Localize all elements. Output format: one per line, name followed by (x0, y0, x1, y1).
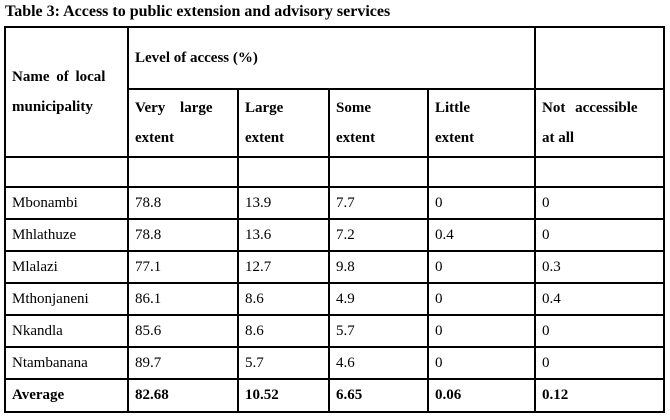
value-cell: 0 (534, 218, 665, 252)
header-line: extent (245, 130, 285, 146)
municipality-name-cell: Nkandla (4, 314, 129, 348)
value-cell: 7.7 (328, 186, 429, 220)
header-line: municipality (12, 99, 93, 115)
empty-cell (237, 156, 330, 188)
municipality-name-cell: Average (4, 378, 129, 413)
table-row-mhlathuze: Mhlathuze 78.8 13.6 7.2 0.4 0 (4, 218, 665, 252)
value-cell: 78.8 (127, 218, 239, 252)
value-cell: 5.7 (328, 314, 429, 348)
municipality-name-cell: Mhlathuze (4, 218, 129, 252)
value-cell: 78.8 (127, 186, 239, 220)
header-line: extent (135, 130, 175, 146)
header-cell-empty (534, 26, 665, 90)
empty-cell (4, 156, 129, 188)
value-cell: 0.4 (534, 282, 665, 316)
value-cell: 8.6 (237, 282, 330, 316)
header-row-2: Very large extent Large extent Some exte… (5, 88, 665, 158)
value-cell: 13.9 (237, 186, 330, 220)
value-cell: 85.6 (127, 314, 239, 348)
value-cell: 0.06 (427, 378, 536, 413)
access-table: Name of local municipality Level of acce… (4, 26, 665, 413)
empty-cell (534, 156, 665, 188)
value-cell: 0 (534, 314, 665, 348)
value-cell: 4.9 (328, 282, 429, 316)
value-cell: 8.6 (237, 314, 330, 348)
value-cell: 0 (427, 186, 536, 220)
empty-cell (328, 156, 429, 188)
value-cell: 4.6 (328, 346, 429, 380)
value-cell: 0 (534, 346, 665, 380)
value-cell: 0.4 (427, 218, 536, 252)
municipality-name-cell: Mthonjaneni (4, 282, 129, 316)
table-row-mthonjaneni: Mthonjaneni 86.1 8.6 4.9 0 0.4 (4, 282, 665, 316)
header-cell-large-extent: Large extent (237, 88, 330, 158)
value-cell: 7.2 (328, 218, 429, 252)
value-cell: 12.7 (237, 250, 330, 284)
table-row-mbonambi: Mbonambi 78.8 13.9 7.7 0 0 (4, 186, 665, 220)
value-cell: 77.1 (127, 250, 239, 284)
empty-cell (127, 156, 239, 188)
value-cell: 0 (427, 282, 536, 316)
header-cell-some-extent: Some extent (328, 88, 429, 158)
header-cell-little-extent: Little extent (427, 88, 536, 158)
header-line: extent (435, 130, 475, 146)
header-cell-very-large-extent: Very large extent (127, 88, 239, 158)
table-row-mlalazi: Mlalazi 77.1 12.7 9.8 0 0.3 (4, 250, 665, 284)
header-line: Not accessible (542, 100, 638, 116)
value-cell: 13.6 (237, 218, 330, 252)
table-row-average: Average 82.68 10.52 6.65 0.06 0.12 (4, 378, 665, 413)
value-cell: 0 (534, 186, 665, 220)
value-cell: 0 (427, 250, 536, 284)
header-line: at all (542, 130, 575, 146)
empty-cell (427, 156, 536, 188)
municipality-name-cell: Ntambanana (4, 346, 129, 380)
table-row-nkandla: Nkandla 85.6 8.6 5.7 0 0 (4, 314, 665, 348)
value-cell: 0.3 (534, 250, 665, 284)
value-cell: 9.8 (328, 250, 429, 284)
value-cell: 0 (427, 346, 536, 380)
header-line: extent (336, 130, 376, 146)
header-row-1: Name of local municipality Level of acce… (4, 26, 665, 158)
header-line: Large (245, 100, 284, 116)
table-row-ntambanana: Ntambanana 89.7 5.7 4.6 0 0 (4, 346, 665, 380)
municipality-name-cell: Mlalazi (4, 250, 129, 284)
spacer-row (4, 156, 665, 188)
header-line: Some (336, 100, 371, 116)
value-cell: 5.7 (237, 346, 330, 380)
table-caption: Table 3: Access to public extension and … (5, 3, 391, 20)
header-cell-municipality: Name of local municipality (4, 26, 129, 158)
header-cell-not-accessible: Not accessible at all (534, 88, 665, 158)
value-cell: 0 (427, 314, 536, 348)
header-line: Very large (135, 100, 213, 116)
value-cell: 6.65 (328, 378, 429, 413)
value-cell: 89.7 (127, 346, 239, 380)
value-cell: 82.68 (127, 378, 239, 413)
header-line: Name of local (12, 69, 106, 85)
header-cell-level-of-access: Level of access (%) (127, 26, 536, 90)
value-cell: 10.52 (237, 378, 330, 413)
value-cell: 86.1 (127, 282, 239, 316)
header-line: Little (435, 100, 470, 116)
municipality-name-cell: Mbonambi (4, 186, 129, 220)
value-cell: 0.12 (534, 378, 665, 413)
